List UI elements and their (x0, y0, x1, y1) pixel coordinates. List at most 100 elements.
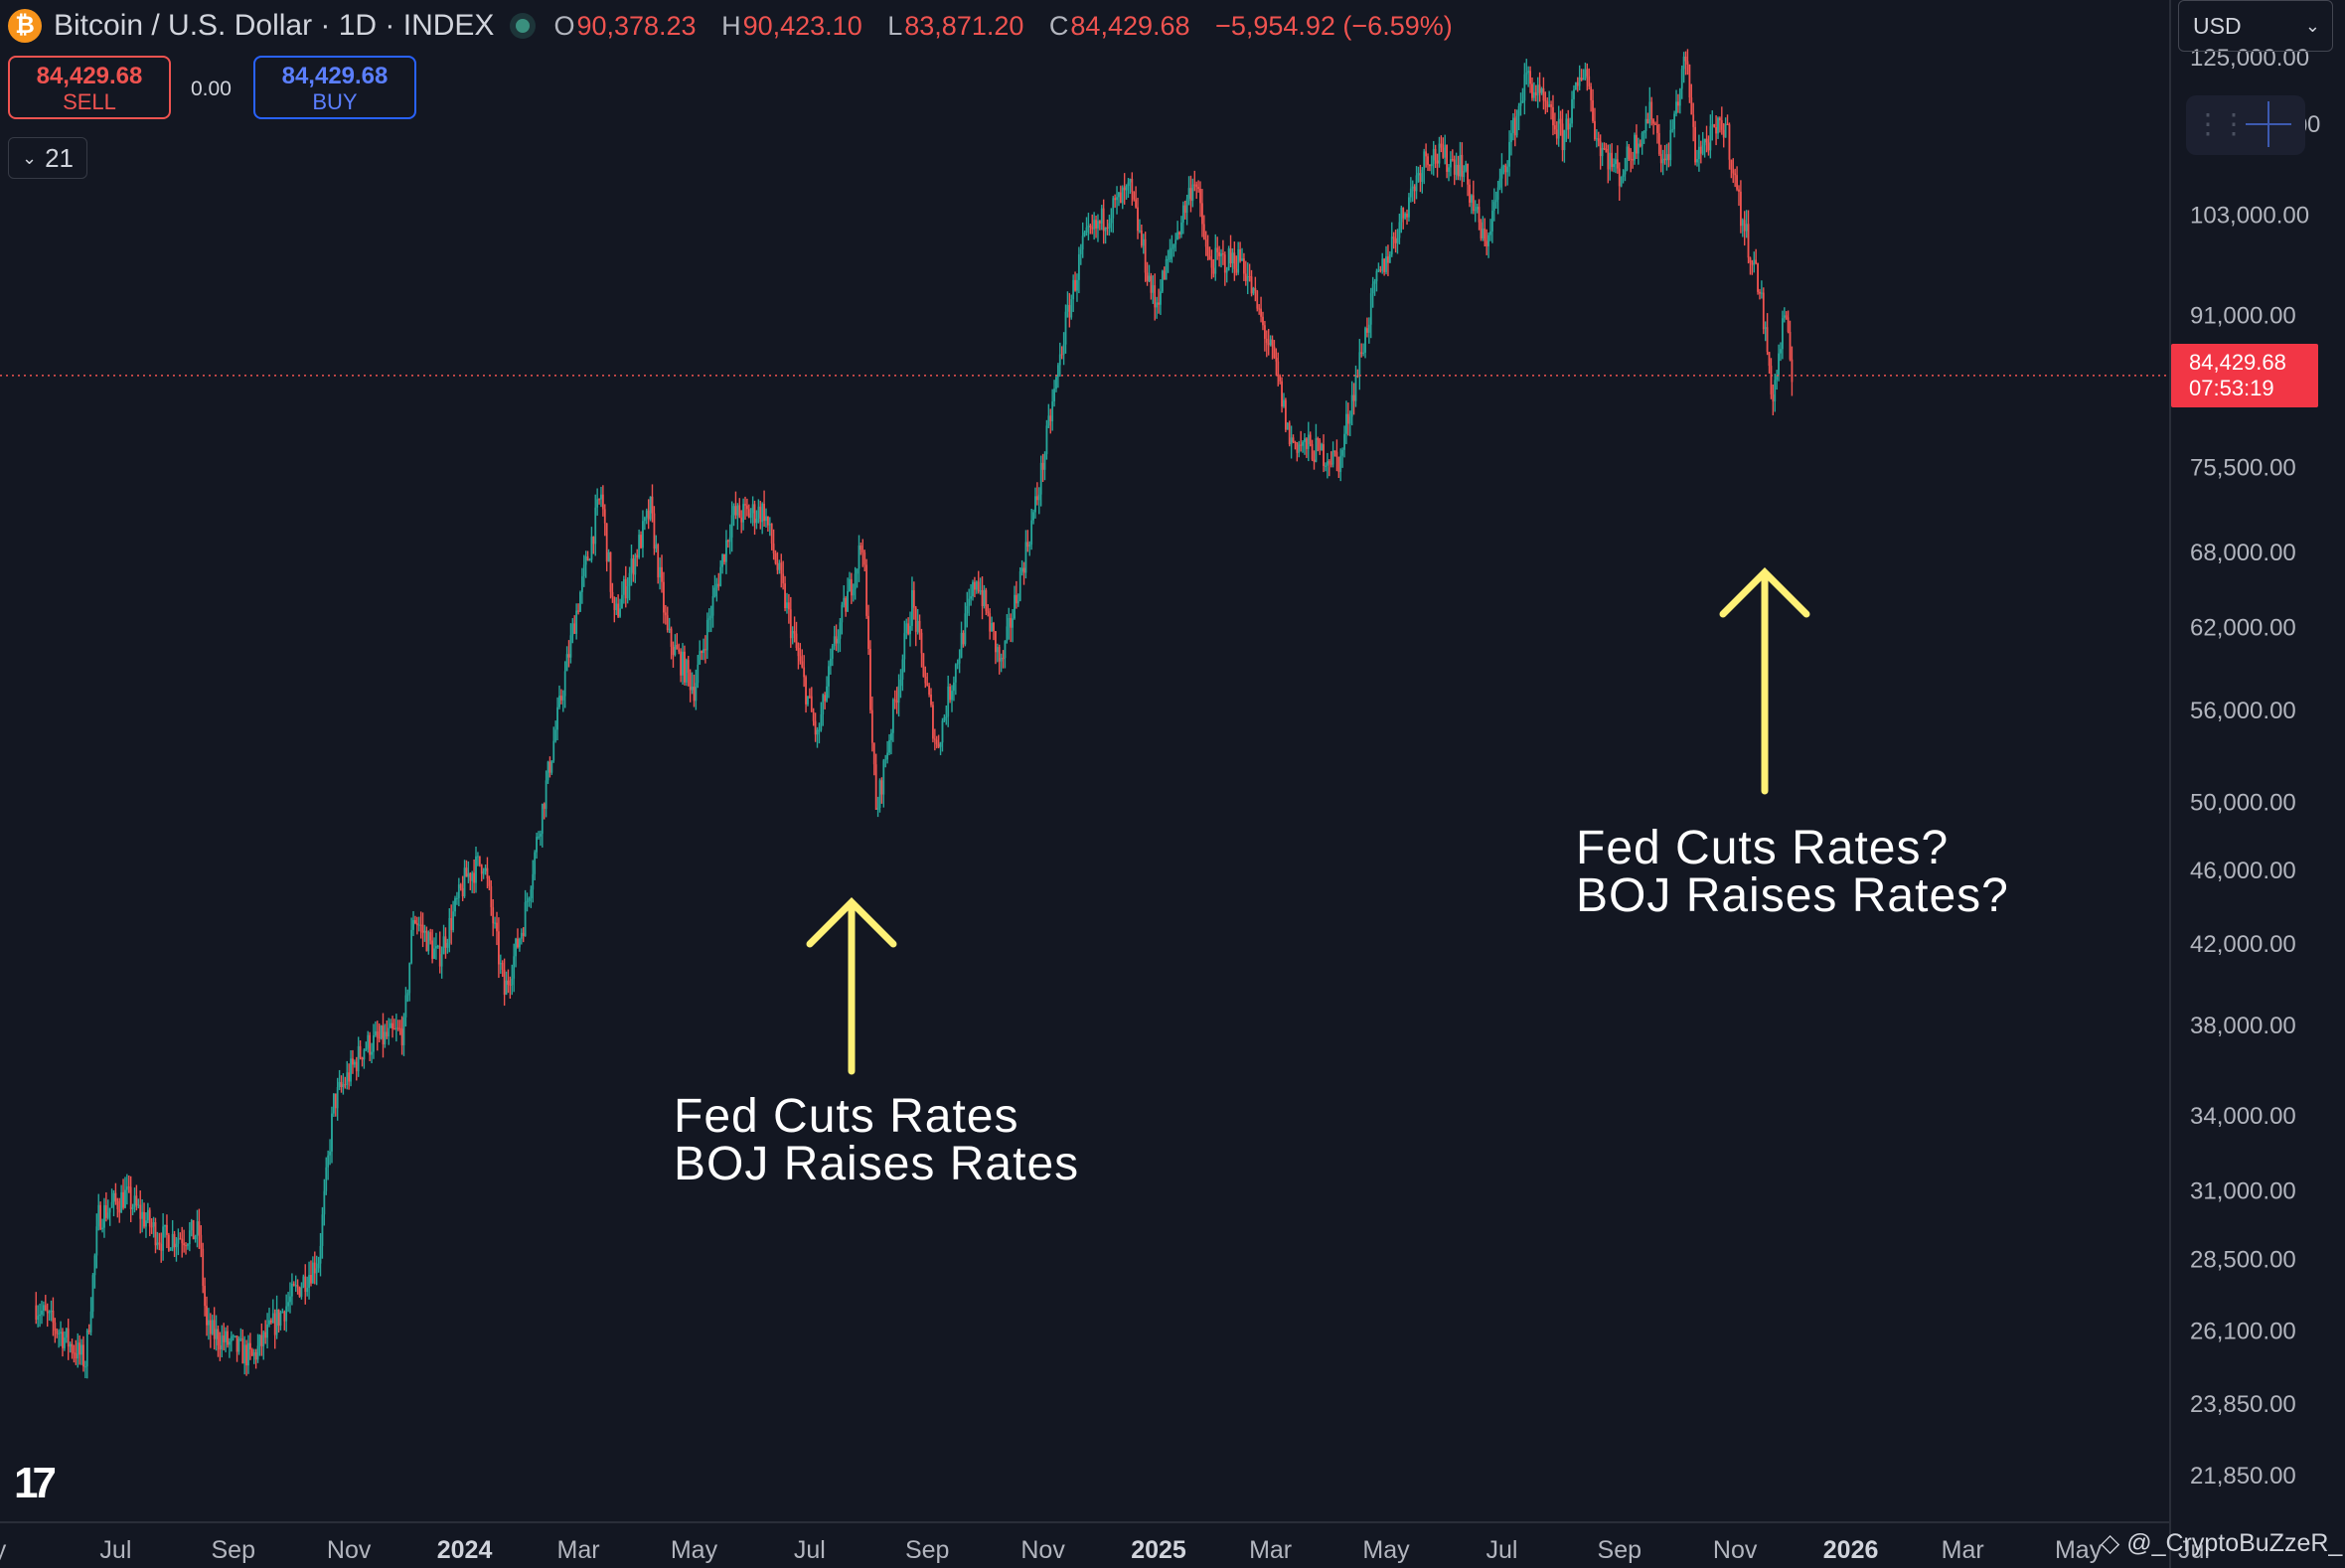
candle-body (277, 1309, 280, 1327)
candle-body (296, 1285, 299, 1288)
candle-body (1039, 462, 1042, 495)
candle-body (1425, 151, 1428, 157)
crosshair-icon[interactable] (2246, 101, 2291, 147)
candle-body (398, 1027, 401, 1029)
candle-body (95, 1226, 98, 1256)
price-axis[interactable]: 125,000.00115,000.00103,000.0091,000.007… (2190, 45, 2309, 1490)
candle-body (1743, 220, 1746, 232)
candle-body (1498, 178, 1501, 188)
candle-body (1146, 272, 1149, 281)
candle-body (554, 729, 557, 741)
price-tick-label: 21,850.00 (2190, 1463, 2296, 1490)
candle-body (438, 945, 441, 967)
candle-body (1427, 156, 1429, 165)
candle-body (1521, 100, 1524, 103)
sell-button[interactable]: 84,429.68 SELL (8, 56, 171, 119)
candle-body (415, 923, 418, 926)
candle-body (313, 1262, 316, 1274)
candle-body (1472, 195, 1475, 212)
candle-body (211, 1320, 214, 1334)
candle-body (1678, 88, 1681, 106)
candle-body (1097, 221, 1099, 229)
drag-handle-icon[interactable]: ⋮⋮ (2194, 108, 2248, 139)
candle-body (62, 1332, 64, 1348)
candle-body (247, 1342, 249, 1366)
candle-body (1083, 232, 1086, 236)
candle-body (106, 1212, 109, 1218)
candle-body (459, 884, 462, 888)
buy-button[interactable]: 84,429.68 BUY (253, 56, 416, 119)
price-tick-label: 42,000.00 (2190, 931, 2296, 958)
candle-body (966, 605, 969, 614)
candle-body (1467, 163, 1469, 185)
candle-body (1778, 353, 1780, 376)
symbol-title[interactable]: Bitcoin / U.S. Dollar · 1D · INDEX (54, 9, 495, 42)
candle-body (80, 1344, 82, 1355)
candle-body (127, 1186, 130, 1188)
candle-body (488, 877, 491, 886)
candle-body (388, 1027, 391, 1037)
price-tick-label: 68,000.00 (2190, 540, 2296, 566)
candle-body (1684, 56, 1687, 62)
candle-body (1387, 256, 1389, 263)
candle-body (245, 1344, 247, 1366)
candle-body (1440, 143, 1443, 148)
candle-body (390, 1022, 392, 1028)
tradingview-logo[interactable]: 17 (14, 1459, 57, 1507)
indicators-toggle-button[interactable]: ⌄ 21 (8, 137, 87, 179)
candle-body (1110, 218, 1113, 224)
candle-body (114, 1192, 117, 1201)
price-tick-label: 31,000.00 (2190, 1178, 2296, 1205)
candle-body (1781, 318, 1784, 350)
candle-body (1185, 199, 1188, 214)
candle-body (344, 1084, 347, 1086)
candle-body (1246, 275, 1249, 281)
candle-body (352, 1058, 354, 1065)
candle-body (427, 932, 430, 952)
candle-body (414, 920, 416, 924)
candle-body (1004, 641, 1007, 659)
candle-body (252, 1351, 255, 1356)
candle-body (1343, 433, 1345, 450)
candle-body (1068, 304, 1071, 318)
candle-body (1461, 154, 1464, 178)
candle-body (446, 943, 449, 948)
candle-body (1137, 207, 1139, 232)
currency-select[interactable]: USD ⌄ (2178, 0, 2333, 52)
candle-body (331, 1113, 333, 1152)
candle-body (545, 780, 547, 809)
candle-body (273, 1313, 276, 1335)
candle-body (417, 924, 420, 926)
candle-body (404, 995, 407, 1018)
candle-body (901, 659, 904, 680)
candle-body (1453, 159, 1456, 175)
candle-body (719, 566, 722, 586)
candle-body (118, 1209, 121, 1213)
candle-body (721, 554, 723, 567)
candle-body (1724, 123, 1727, 138)
candle-body (778, 562, 781, 570)
candle-body (1690, 97, 1693, 115)
candle-body (918, 620, 921, 633)
candle-body (1753, 259, 1756, 265)
candle-body (206, 1306, 208, 1326)
candle-body (338, 1081, 341, 1088)
candle-body (319, 1245, 322, 1264)
candle-body (171, 1233, 174, 1249)
candle-body (321, 1214, 324, 1246)
candle-body (1381, 258, 1384, 271)
candle-body (87, 1330, 90, 1333)
time-tick-label: Nov (1713, 1536, 1758, 1564)
candle-body (164, 1224, 166, 1227)
annotation-2024-line1: Fed Cuts Rates (674, 1090, 1019, 1143)
time-axis[interactable]: y Jul Sep Nov 2024 Mar May Jul Sep Nov 2025 Mar May J… (0, 1536, 2210, 1564)
candle-body (905, 623, 908, 634)
candle-body (1751, 262, 1754, 265)
candle-body (704, 649, 706, 651)
candle-body (1423, 151, 1426, 170)
candle-body (1657, 132, 1660, 155)
candle-body (266, 1324, 268, 1338)
candle-body (1035, 496, 1038, 501)
candle-body (1548, 104, 1551, 107)
